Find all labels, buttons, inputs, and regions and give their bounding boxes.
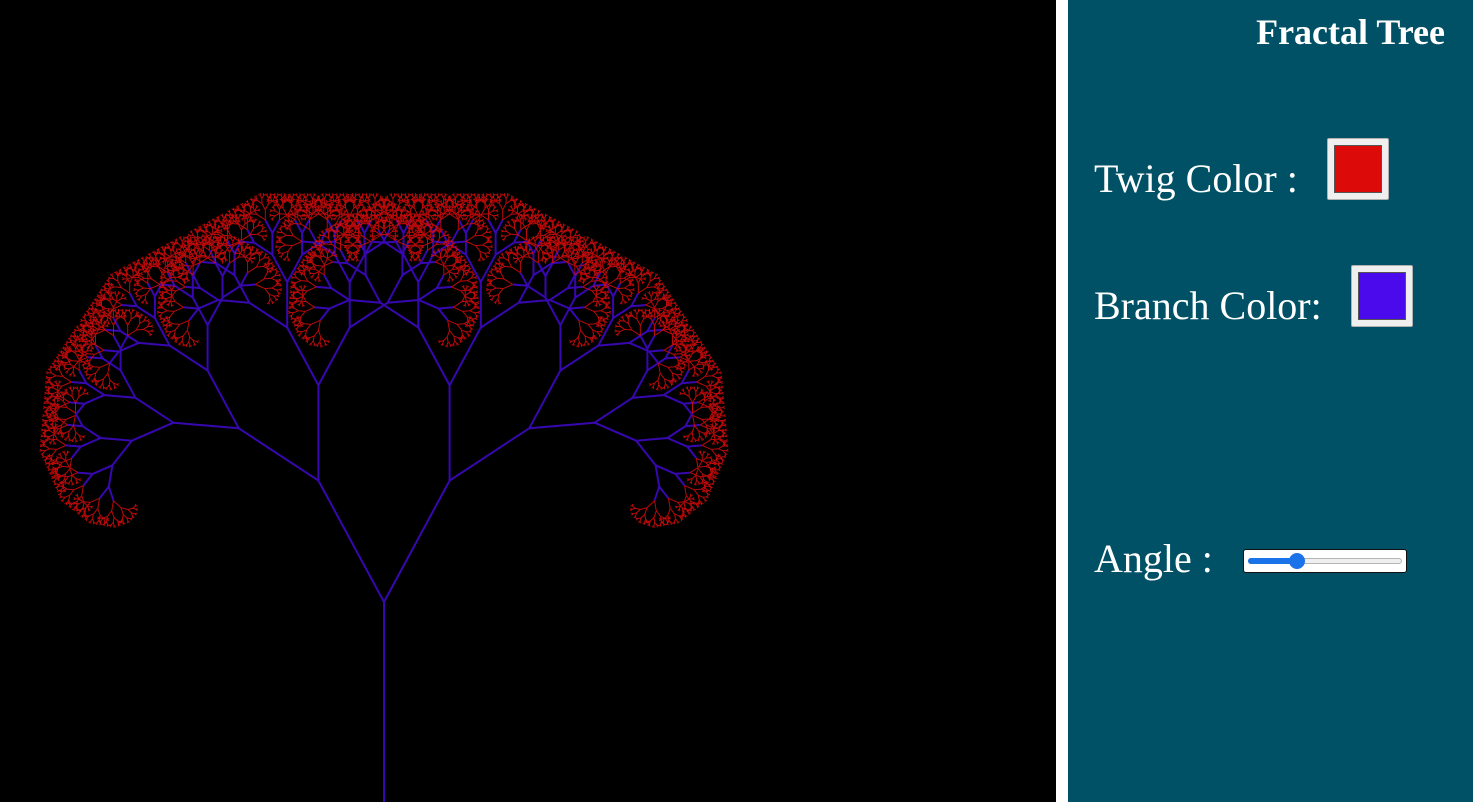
twig-path: [39, 193, 729, 528]
angle-slider-fill: [1248, 558, 1298, 564]
branch-color-picker[interactable]: [1351, 265, 1413, 327]
circle-thumb-icon[interactable]: [1289, 553, 1306, 569]
panel-title: Fractal Tree: [1256, 12, 1445, 52]
branch-color-label: Branch Color:: [1094, 283, 1322, 328]
branch-color-swatch: [1358, 272, 1406, 320]
twig-color-label: Twig Color :: [1094, 156, 1298, 201]
twig-color-picker[interactable]: [1327, 138, 1389, 200]
angle-label: Angle :: [1094, 536, 1213, 581]
twig-color-swatch: [1334, 145, 1382, 193]
fractal-tree-drawing: [39, 193, 729, 802]
angle-slider[interactable]: [1243, 549, 1407, 573]
twig-segments: [39, 193, 729, 528]
tree-canvas: [0, 0, 1056, 802]
control-panel: Fractal Tree Twig Color : Branch Color: …: [1068, 0, 1473, 802]
